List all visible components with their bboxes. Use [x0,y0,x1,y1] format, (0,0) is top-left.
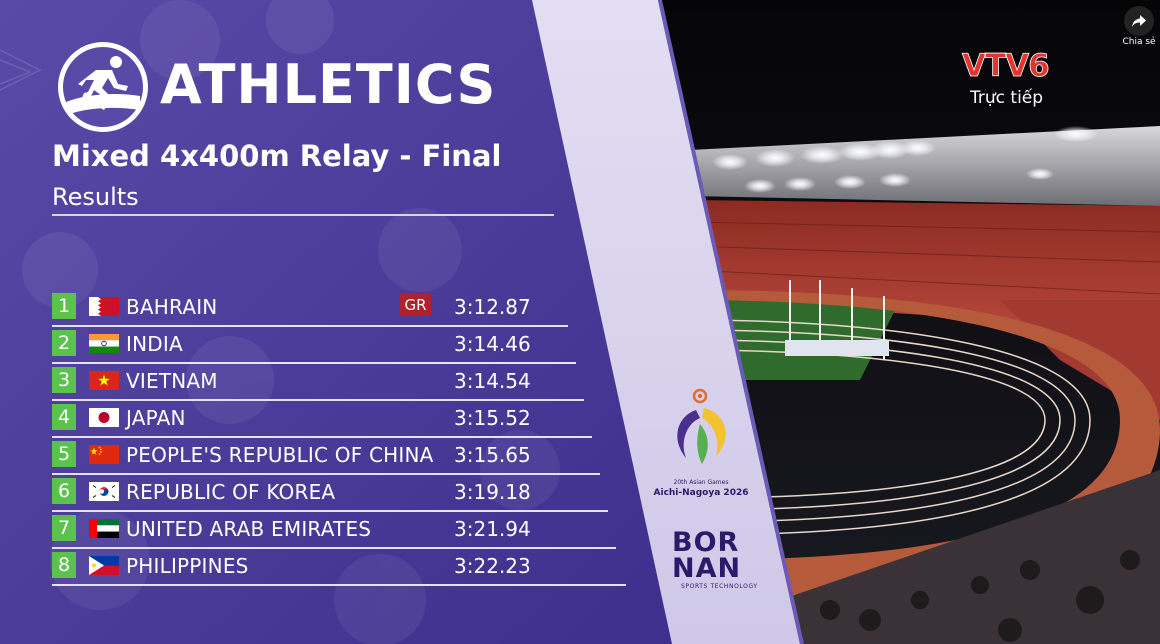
row-divider [52,584,626,586]
uae-flag-icon [89,519,119,538]
rank-badge: 6 [52,478,76,504]
rank-badge: 7 [52,515,76,541]
country-name: JAPAN [126,406,186,430]
rank-badge: 8 [52,552,76,578]
share-button[interactable] [1124,6,1154,36]
bornan-logo-line2: NAN [672,553,742,584]
result-time: 3:12.87 [454,295,531,319]
country-name: VIETNAM [126,369,218,393]
japan-flag-icon [89,408,119,427]
rank-badge: 3 [52,367,76,393]
result-time: 3:14.46 [454,332,531,356]
country-name: PEOPLE'S REPUBLIC OF CHINA [126,443,434,467]
athletics-pictogram-icon [58,42,148,132]
row-divider [52,473,600,475]
games-record-badge: GR [400,294,431,316]
games-host: Aichi-Nagoya 2026 [653,488,749,498]
rank-badge: 5 [52,441,76,467]
country-name: INDIA [126,332,183,356]
rank-badge: 2 [52,330,76,356]
bornan-logo: BOR NAN SPORTS TECHNOLOGY [672,527,768,591]
result-time: 3:14.54 [454,369,531,393]
asian-games-emblem-icon [677,388,726,464]
country-name: PHILIPPINES [126,554,249,578]
country-name: BAHRAIN [126,295,218,319]
row-divider [52,436,592,438]
svg-text:VTV6: VTV6 [962,48,1049,82]
china-flag-icon [89,445,119,464]
row-divider [52,510,608,512]
event-title: Mixed 4x400m Relay - Final [52,139,502,173]
country-name: REPUBLIC OF KOREA [126,480,336,504]
bornan-logo-line1: BOR [672,527,740,558]
bahrain-flag-icon [89,297,119,316]
bornan-tagline: SPORTS TECHNOLOGY [681,583,758,590]
row-divider [52,399,584,401]
vietnam-flag-icon [89,371,119,390]
asian-games-caption: 20th Asian Games Aichi-Nagoya 2026 [646,479,756,499]
event-subtitle: Results [52,183,139,211]
vtv6-channel-logo: VTV6 VTV6 [962,48,1051,82]
result-time: 3:19.18 [454,480,531,504]
games-edition: 20th Asian Games [673,479,729,486]
svg-text:VTV6: VTV6 [962,48,1049,82]
result-time: 3:15.52 [454,406,531,430]
country-name: UNITED ARAB EMIRATES [126,517,372,541]
result-time: 3:22.23 [454,554,531,578]
sport-title: ATHLETICS [160,53,497,116]
rank-badge: 4 [52,404,76,430]
share-label[interactable]: Chia sẻ [1122,37,1156,47]
result-time: 3:15.65 [454,443,531,467]
share-arrow-icon [1132,15,1146,27]
row-divider [52,547,616,549]
korea-flag-icon [89,482,119,501]
title-divider [52,214,554,216]
india-flag-icon [89,334,119,353]
philippines-flag-icon [89,556,119,575]
rank-badge: 1 [52,293,76,319]
result-time: 3:21.94 [454,517,531,541]
row-divider [52,325,568,327]
row-divider [52,362,576,364]
live-indicator: Trực tiếp [970,88,1044,108]
